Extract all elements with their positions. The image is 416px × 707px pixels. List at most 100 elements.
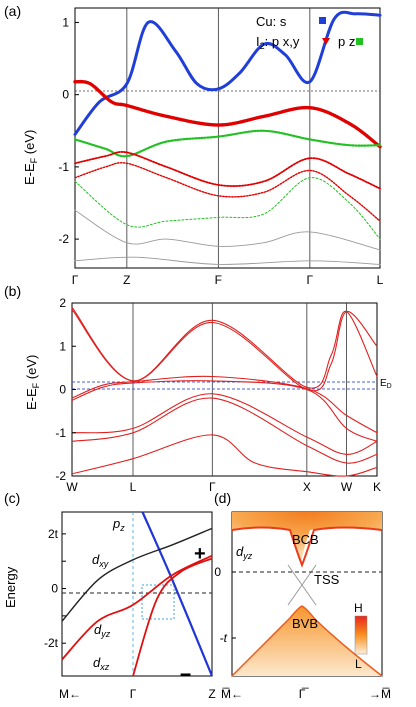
panel-c-xticks: M← Γ Z (59, 687, 216, 701)
panel-a: 1 0 -1 -2 Γ Z F Γ L E-EF (eV) Cu: s I2: p x,y p… (22, 7, 384, 287)
panel-d-xtick-0: M̅← (221, 687, 243, 701)
parity-plus: + (194, 543, 206, 565)
panel-a-ylabel: E-EF (eV) (22, 130, 39, 185)
panel-b-ytick-3: -1 (55, 426, 66, 440)
panel-b-band-6 (71, 434, 378, 477)
panel-b-band-4 (71, 393, 378, 455)
panel-label-b: (b) (4, 283, 21, 299)
panel-b-xtick-2: Γ (209, 480, 216, 494)
panel-a-band-0 (73, 10, 382, 136)
legend-cu-s: Cu: s (256, 14, 287, 29)
panel-c-xtick-0: M← (59, 687, 81, 701)
panel-b-band-0 (71, 309, 378, 389)
panel-c-bands (61, 511, 214, 677)
panel-a-ytick-2: -1 (58, 160, 69, 174)
panel-b-xtick-0: W (66, 480, 78, 494)
panel-c-xtick-1: Γ (130, 687, 137, 701)
panel-a-bands (73, 10, 382, 265)
panel-a-band-7 (74, 256, 381, 265)
panel-b-xtick-1: L (130, 480, 137, 494)
panel-d-xtick-2: →M̅ (369, 687, 391, 701)
panel-a-band-6 (74, 209, 381, 251)
panel-b-band-5 (71, 397, 378, 464)
panel-a-ytick-1: 0 (62, 88, 69, 102)
panel-b-band-2 (71, 375, 378, 434)
panel-b-xtick-4: W (341, 480, 353, 494)
panel-c-ytick-4: -2t (44, 636, 59, 650)
panel-a-ytick-3: -2 (58, 232, 69, 246)
panel-b-ylabel: E-EF (eV) (24, 355, 41, 410)
panel-d-ytick-1: -t (220, 631, 228, 645)
panel-c-band-0 (141, 511, 214, 677)
panel-a-band-5 (74, 177, 381, 240)
panel-c-frame (61, 511, 213, 677)
colorbar (354, 615, 368, 655)
colorbar-low: L (355, 657, 362, 671)
panel-c-xtick-2: Z (208, 687, 215, 701)
panel-b-yticks: 2 1 0 -1 -2 (55, 296, 76, 483)
panel-c-band-2 (61, 554, 213, 661)
panel-b-xtick-5: K (373, 480, 381, 494)
parity-minus: – (180, 663, 191, 685)
band-label-dyz: dyz (94, 622, 111, 639)
panel-a-band-4 (74, 162, 381, 222)
panel-b-ytick-0: 2 (59, 296, 66, 310)
label-tss: TSS (314, 572, 340, 587)
panel-c-band-1 (61, 527, 213, 622)
label-bvb: BVB (292, 616, 318, 631)
panel-a-frame (74, 7, 381, 269)
panel-a-band-3 (74, 151, 381, 190)
panel-a-ytick-0: 1 (62, 15, 69, 29)
panel-b-ytick-2: 0 (59, 383, 66, 397)
label-bcb: BCB (292, 532, 319, 547)
panel-d-xtick-1: Γ̅ (299, 687, 310, 701)
panel-label-d: (d) (214, 490, 231, 506)
panel-b-band-1 (71, 306, 378, 392)
legend-i2: I2: p x,y (256, 34, 300, 51)
panel-b-ed-label: ED (380, 378, 392, 390)
panel-b-ytick-1: 1 (59, 339, 66, 353)
band-label-dxy: dxy (92, 552, 109, 569)
panel-d-ytick-0: 0 (214, 565, 221, 579)
bcb-edge (231, 526, 383, 568)
bvb-edge (231, 605, 383, 677)
bvb-region (232, 606, 382, 676)
panel-b-symmetry-lines (132, 303, 347, 476)
panel-d: BCB TSS BVB dyz 0 -t H L M̅← Γ̅ →M̅ (214, 511, 391, 701)
colorbar-high: H (354, 601, 363, 615)
panel-b-xtick-3: X (303, 480, 311, 494)
panel-a-band-1 (73, 79, 382, 149)
bcb-region (232, 512, 382, 562)
panel-label-c: (c) (4, 490, 20, 506)
panel-a-xtick-4: L (377, 273, 384, 287)
band-label-pz: pz (112, 516, 125, 533)
panel-c: 2t 0 -2t M← Γ Z Energy pz dxy dyz dxz + – (3, 511, 216, 701)
panel-b-band-3 (71, 380, 378, 442)
band-label-dxz: dxz (93, 655, 110, 672)
panel-b-ytick-4: -2 (55, 469, 66, 483)
panel-a-yticks: 1 0 -1 -2 (58, 15, 79, 246)
legend-pz-marker (356, 38, 363, 45)
panel-b-bands (71, 306, 378, 477)
panel-c-ytick-0: 2t (48, 527, 59, 541)
panel-c-ytick-2: 0 (51, 582, 58, 596)
panel-b: 2 1 0 -1 -2 W L Γ X W K E-EF (eV) ED (24, 296, 392, 494)
panel-c-zoom-box (141, 584, 175, 620)
panel-a-band-2 (73, 129, 382, 158)
panel-c-yticks: 2t 0 -2t (44, 527, 66, 650)
label-dyz-d: dyz (236, 544, 253, 561)
panel-a-xtick-1: Z (123, 273, 130, 287)
legend-s-marker (319, 17, 326, 24)
panel-c-band-3 (132, 557, 213, 677)
legend-pz: p z (338, 34, 355, 49)
panel-a-xtick-3: Γ (307, 273, 314, 287)
legend-pxy-marker (322, 38, 330, 45)
panel-c-ylabel: Energy (3, 566, 18, 608)
panel-a-legend: Cu: s I2: p x,y p z (256, 14, 363, 51)
panel-label-a: (a) (4, 3, 21, 19)
panel-a-xtick-0: Γ (72, 273, 79, 287)
panel-a-xtick-2: F (215, 273, 222, 287)
